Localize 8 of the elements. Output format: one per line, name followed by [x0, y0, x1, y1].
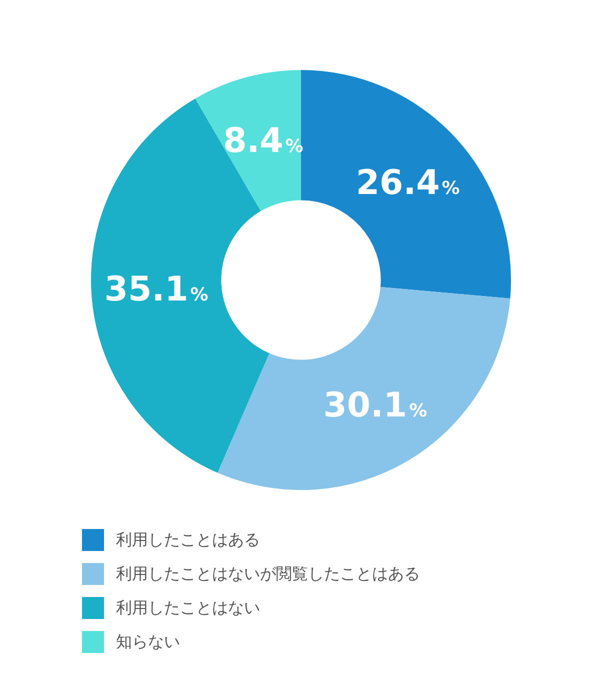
- legend-label: 利用したことはある: [116, 530, 260, 550]
- legend-label: 利用したことはない: [116, 598, 260, 618]
- data-label: 35.1%: [104, 270, 208, 310]
- data-label: 26.4%: [356, 163, 460, 204]
- data-label: 30.1%: [323, 385, 428, 426]
- data-label: 8.4%: [223, 121, 304, 162]
- legend-label: 知らない: [116, 632, 180, 652]
- legend-label: 利用したことはないが閲覧したことはある: [116, 564, 420, 584]
